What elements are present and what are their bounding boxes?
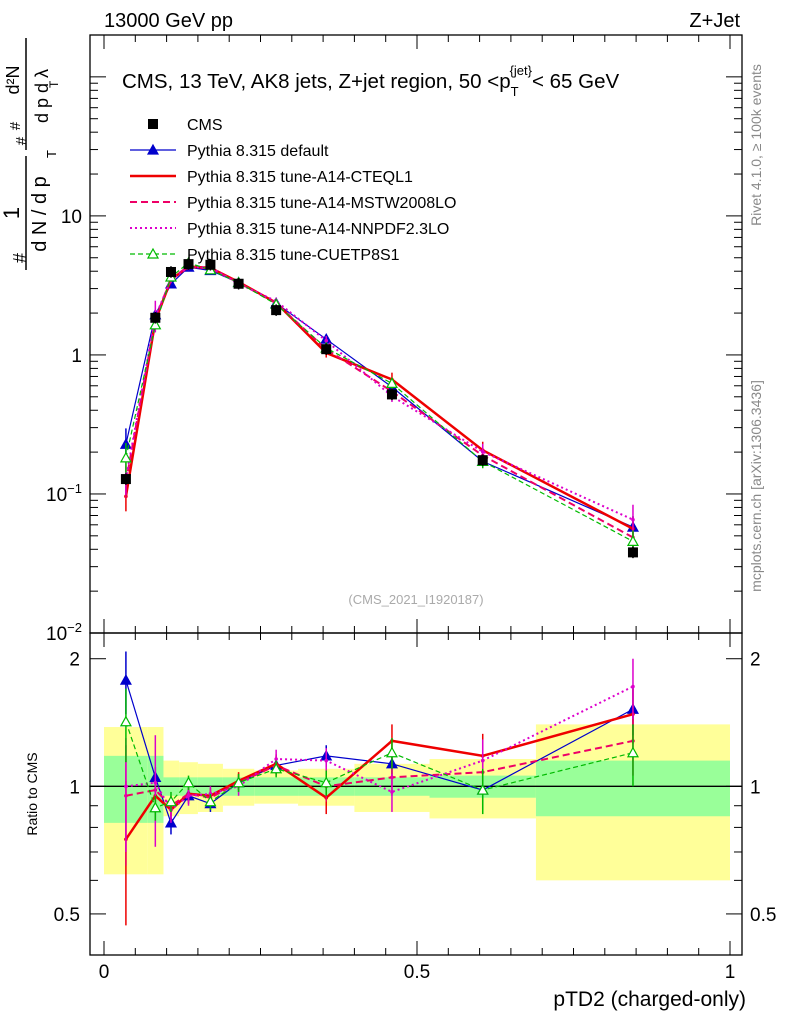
rivet-label: Rivet 4.1.0, ≥ 100k events bbox=[748, 64, 764, 226]
ylabel-d2N: d²N bbox=[3, 65, 23, 94]
cms-point-0 bbox=[121, 474, 131, 484]
cms-point-2 bbox=[166, 267, 176, 277]
yl-tick-label-left-0: 0.5 bbox=[54, 905, 80, 926]
legend-label-0: CMS bbox=[187, 117, 223, 134]
chart-title-sup: {jet} bbox=[510, 63, 533, 78]
cms-point-1 bbox=[150, 313, 160, 323]
series-upper-2 bbox=[124, 264, 635, 549]
yu-tick-exp-1: −1 bbox=[67, 481, 82, 496]
series-lower-point-3-1 bbox=[154, 781, 158, 785]
header-right: Z+Jet bbox=[689, 10, 740, 32]
series-line-upper-4 bbox=[126, 263, 633, 541]
chart-title-tail: < 65 GeV bbox=[532, 70, 620, 93]
yu-tick-base-1: 10 bbox=[46, 485, 67, 506]
x-tick-label-2: 1 bbox=[725, 962, 736, 983]
yu-tick-label-1: 10−1 bbox=[46, 481, 82, 506]
legend-label-5: Pythia 8.315 tune-CUETP8S1 bbox=[187, 247, 400, 264]
legend-entry-5: Pythia 8.315 tune-CUETP8S1 bbox=[130, 247, 400, 264]
yu-tick-exp-0: −2 bbox=[67, 620, 82, 635]
ylabel-one: 1 bbox=[0, 207, 24, 219]
series-lower-point-3-8 bbox=[390, 790, 394, 794]
cms-point-6 bbox=[271, 305, 281, 315]
cms-point-9 bbox=[478, 455, 488, 465]
legend-entry-1: Pythia 8.315 default bbox=[130, 143, 329, 160]
series-upper-point-4-10 bbox=[628, 536, 638, 545]
upper-panel-data bbox=[121, 258, 638, 558]
chart-title: CMS, 13 TeV, AK8 jets, Z+jet region, 50 … bbox=[122, 63, 619, 99]
ylabel-hash-1: # bbox=[10, 253, 30, 263]
series-upper-1 bbox=[124, 264, 635, 541]
x-tick-label-1: 0.5 bbox=[404, 962, 430, 983]
series-lower-point-3-0 bbox=[124, 785, 128, 789]
mcplots-label: mcplots.cern.ch [arXiv:1306.3436] bbox=[748, 380, 764, 592]
chart-title-sub: T bbox=[511, 84, 519, 99]
yl-tick-label-right-1: 1 bbox=[750, 777, 761, 798]
series-lower-point-3-9 bbox=[481, 759, 485, 763]
legend: CMS Pythia 8.315 default Pythia 8.315 tune… bbox=[130, 117, 456, 264]
series-lower-point-4-8 bbox=[387, 748, 397, 757]
x-tick-label-0: 0 bbox=[99, 962, 110, 983]
legend-label-2: Pythia 8.315 tune-A14-CTEQL1 bbox=[187, 169, 413, 186]
analysis-id: (CMS_2021_I1920187) bbox=[348, 592, 483, 607]
yl-tick-label-right-0: 0.5 bbox=[750, 905, 776, 926]
series-upper-point-3-9 bbox=[481, 450, 485, 454]
series-lower-point-3-3 bbox=[187, 794, 191, 798]
yu-tick-base-0: 10 bbox=[46, 624, 67, 645]
yu-tick-base-3: 10 bbox=[61, 207, 82, 228]
yu-tick-base-2: 1 bbox=[71, 346, 82, 367]
legend-entry-4: Pythia 8.315 tune-A14-NNPDF2.3LO bbox=[130, 221, 449, 238]
ylabel-hash-3: # bbox=[7, 121, 24, 130]
cms-point-8 bbox=[387, 389, 397, 399]
header-left: 13000 GeV pp bbox=[104, 10, 233, 32]
series-upper-0 bbox=[121, 262, 638, 538]
ylabel-dN-dpT: d N / d p bbox=[29, 176, 51, 252]
yu-tick-label-2: 1 bbox=[71, 346, 82, 367]
series-line-upper-1 bbox=[126, 267, 633, 529]
series-lower-point-3-7 bbox=[324, 759, 328, 763]
cms-point-10 bbox=[628, 547, 638, 557]
legend-label-1: Pythia 8.315 default bbox=[187, 143, 329, 160]
ylabel-hash-2: # bbox=[13, 136, 30, 145]
series-upper-4 bbox=[121, 258, 638, 552]
chart-title-main: CMS, 13 TeV, AK8 jets, Z+jet region, 50 … bbox=[122, 70, 511, 93]
series-line-upper-2 bbox=[126, 267, 633, 538]
series-lower-point-0-0 bbox=[121, 675, 131, 684]
y-axis-label-lower: Ratio to CMS bbox=[24, 752, 40, 835]
series-lower-point-3-10 bbox=[631, 685, 635, 689]
yl-tick-label-left-1: 1 bbox=[69, 777, 80, 798]
legend-label-3: Pythia 8.315 tune-A14-MSTW2008LO bbox=[187, 195, 456, 212]
x-axis-label: pTD2 (charged-only) bbox=[553, 988, 746, 1011]
legend-entry-3: Pythia 8.315 tune-A14-MSTW2008LO bbox=[130, 195, 456, 212]
series-lower-point-3-6 bbox=[274, 757, 278, 761]
yu-tick-label-3: 10 bbox=[61, 207, 82, 228]
y-axis-label-upper: # 1 d N / d p T # d²N # d p d λ T bbox=[0, 38, 61, 270]
chart-canvas: 0 0.5 110−210−11100.5 0.51 12 2 CMSPythia 8.3… bbox=[0, 0, 786, 1024]
series-line-upper-3 bbox=[126, 267, 633, 519]
legend-entry-2: Pythia 8.315 tune-A14-CTEQL1 bbox=[130, 169, 413, 186]
yu-tick-label-0: 10−2 bbox=[46, 620, 82, 645]
cms-point-7 bbox=[321, 344, 331, 354]
series-lower-point-4-0 bbox=[121, 717, 131, 726]
series-upper-point-3-10 bbox=[631, 518, 635, 522]
legend-label-4: Pythia 8.315 tune-A14-NNPDF2.3LO bbox=[187, 221, 449, 238]
legend-marker-cms bbox=[148, 119, 158, 129]
legend-entry-0: CMS bbox=[148, 117, 223, 134]
yl-tick-label-left-2: 2 bbox=[69, 650, 80, 671]
cms-point-5 bbox=[234, 279, 244, 289]
ylabel-sub-T2: T bbox=[47, 80, 61, 88]
ylabel-d-pT-dlambda: d p d λ bbox=[32, 69, 52, 123]
cms-data-points bbox=[121, 258, 638, 558]
yl-tick-label-right-2: 2 bbox=[750, 650, 761, 671]
ylabel-sub-T1: T bbox=[44, 150, 59, 158]
